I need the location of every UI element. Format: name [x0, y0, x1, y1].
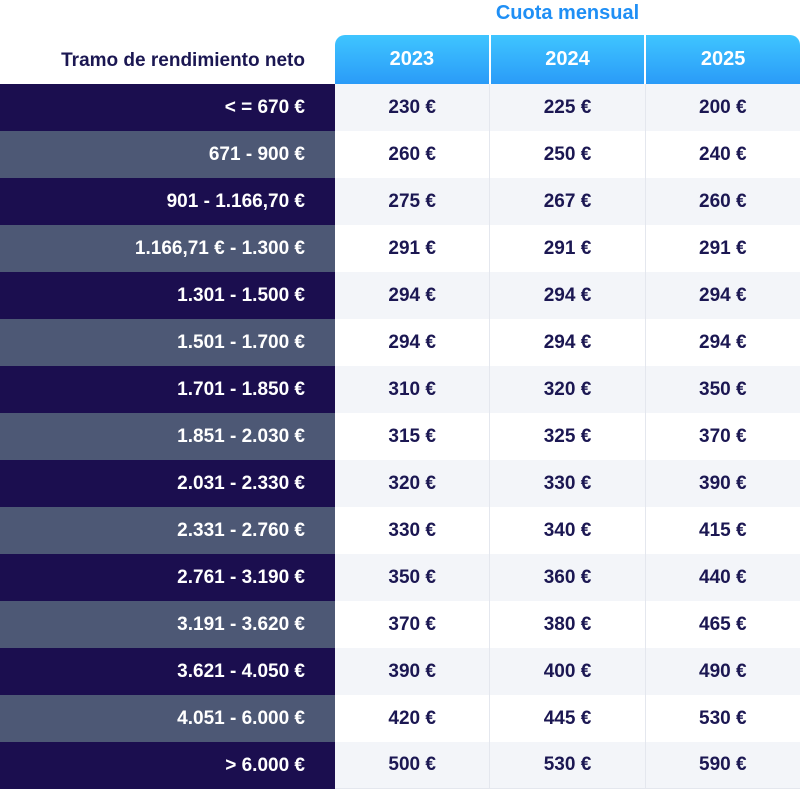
table-row: 1.301 - 1.500 € 294 € 294 € 294 €: [0, 272, 800, 319]
table-row: 1.701 - 1.850 € 310 € 320 € 350 €: [0, 366, 800, 413]
fee-cell-2023: 294 €: [335, 319, 490, 366]
table-row: 3.191 - 3.620 € 370 € 380 € 465 €: [0, 601, 800, 648]
table-row: 2.761 - 3.190 € 350 € 360 € 440 €: [0, 554, 800, 601]
table-row: 3.621 - 4.050 € 390 € 400 € 490 €: [0, 648, 800, 695]
range-cell: 1.501 - 1.700 €: [0, 319, 335, 366]
range-cell: 1.166,71 € - 1.300 €: [0, 225, 335, 272]
table-row: 1.166,71 € - 1.300 € 291 € 291 € 291 €: [0, 225, 800, 272]
fee-cell-2023: 390 €: [335, 648, 490, 695]
table-row: 671 - 900 € 260 € 250 € 240 €: [0, 131, 800, 178]
fee-cell-2024: 291 €: [489, 225, 645, 272]
fee-cell-2025: 294 €: [644, 272, 800, 319]
fee-cell-2025: 440 €: [644, 554, 800, 601]
fee-cell-2023: 291 €: [335, 225, 490, 272]
year-header-2023: 2023: [335, 35, 489, 84]
fee-cell-2024: 360 €: [489, 554, 645, 601]
range-cell: 2.031 - 2.330 €: [0, 460, 335, 507]
range-cell: 3.191 - 3.620 €: [0, 601, 335, 648]
table-body: < = 670 € 230 € 225 € 200 € 671 - 900 € …: [0, 84, 800, 789]
fee-cell-2024: 330 €: [489, 460, 645, 507]
fee-cell-2025: 291 €: [644, 225, 800, 272]
fee-cell-2025: 294 €: [644, 319, 800, 366]
fee-cell-2025: 370 €: [644, 413, 800, 460]
table-row: 901 - 1.166,70 € 275 € 267 € 260 €: [0, 178, 800, 225]
range-cell: 2.761 - 3.190 €: [0, 554, 335, 601]
fee-cell-2023: 315 €: [335, 413, 490, 460]
fee-cell-2023: 320 €: [335, 460, 490, 507]
table-row: < = 670 € 230 € 225 € 200 €: [0, 84, 800, 131]
fee-cell-2025: 390 €: [644, 460, 800, 507]
fee-cell-2023: 370 €: [335, 601, 490, 648]
fee-cell-2023: 350 €: [335, 554, 490, 601]
range-cell: 1.851 - 2.030 €: [0, 413, 335, 460]
fee-cell-2025: 260 €: [644, 178, 800, 225]
table-row: 4.051 - 6.000 € 420 € 445 € 530 €: [0, 695, 800, 742]
fee-cell-2024: 340 €: [489, 507, 645, 554]
fee-cell-2025: 590 €: [644, 742, 800, 789]
fee-cell-2023: 275 €: [335, 178, 490, 225]
range-cell: 671 - 900 €: [0, 131, 335, 178]
fee-cell-2024: 325 €: [489, 413, 645, 460]
range-cell: < = 670 €: [0, 84, 335, 131]
fee-cell-2024: 530 €: [489, 742, 645, 789]
table-row: 1.501 - 1.700 € 294 € 294 € 294 €: [0, 319, 800, 366]
fee-cell-2025: 490 €: [644, 648, 800, 695]
fee-cell-2024: 294 €: [489, 319, 645, 366]
fee-cell-2023: 260 €: [335, 131, 490, 178]
fee-cell-2025: 350 €: [644, 366, 800, 413]
range-cell: 2.331 - 2.760 €: [0, 507, 335, 554]
fee-cell-2025: 415 €: [644, 507, 800, 554]
year-header-2025: 2025: [644, 35, 800, 84]
table-row: > 6.000 € 500 € 530 € 590 €: [0, 742, 800, 789]
fee-cell-2024: 400 €: [489, 648, 645, 695]
fee-cell-2023: 294 €: [335, 272, 490, 319]
year-header-2024: 2024: [488, 35, 645, 84]
fee-cell-2025: 530 €: [644, 695, 800, 742]
range-cell: 901 - 1.166,70 €: [0, 178, 335, 225]
range-cell: 4.051 - 6.000 €: [0, 695, 335, 742]
table-row: 2.331 - 2.760 € 330 € 340 € 415 €: [0, 507, 800, 554]
fee-cell-2023: 500 €: [335, 742, 490, 789]
fee-cell-2024: 294 €: [489, 272, 645, 319]
range-cell: 1.701 - 1.850 €: [0, 366, 335, 413]
fee-cell-2024: 380 €: [489, 601, 645, 648]
table-row: 2.031 - 2.330 € 320 € 330 € 390 €: [0, 460, 800, 507]
fee-cell-2024: 445 €: [489, 695, 645, 742]
fee-cell-2023: 310 €: [335, 366, 490, 413]
fee-cell-2023: 230 €: [335, 84, 490, 131]
range-cell: 1.301 - 1.500 €: [0, 272, 335, 319]
fee-cell-2023: 420 €: [335, 695, 490, 742]
income-range-header: Tramo de rendimiento neto: [61, 50, 305, 71]
fee-cell-2025: 200 €: [644, 84, 800, 131]
fee-cell-2025: 465 €: [644, 601, 800, 648]
fee-cell-2024: 250 €: [489, 131, 645, 178]
fee-cell-2023: 330 €: [335, 507, 490, 554]
fee-cell-2024: 225 €: [489, 84, 645, 131]
range-cell: 3.621 - 4.050 €: [0, 648, 335, 695]
fee-cell-2024: 267 €: [489, 178, 645, 225]
table-row: 1.851 - 2.030 € 315 € 325 € 370 €: [0, 413, 800, 460]
year-header-row: 2023 2024 2025: [335, 35, 800, 84]
fee-cell-2025: 240 €: [644, 131, 800, 178]
monthly-fee-title: Cuota mensual: [495, 2, 640, 24]
fee-cell-2024: 320 €: [489, 366, 645, 413]
range-cell: > 6.000 €: [0, 742, 335, 789]
